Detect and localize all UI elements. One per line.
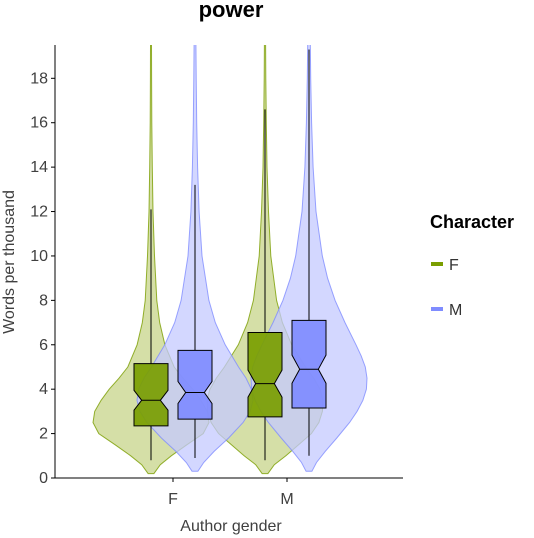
y-tick-label: 6 bbox=[39, 337, 48, 354]
box-M-M bbox=[291, 319, 327, 409]
y-tick-label: 2 bbox=[39, 426, 48, 443]
y-tick-label: 16 bbox=[30, 115, 48, 132]
x-tick-label: F bbox=[168, 491, 178, 508]
legend-label-M: M bbox=[449, 302, 462, 319]
y-tick-label: 8 bbox=[39, 292, 48, 309]
x-tick-label: M bbox=[280, 491, 293, 508]
box-F-M bbox=[177, 349, 213, 420]
y-axis-label: Words per thousand bbox=[1, 190, 18, 334]
x-axis-label: Author gender bbox=[180, 518, 282, 535]
y-tick-label: 18 bbox=[30, 70, 48, 87]
plot-area bbox=[92, 45, 368, 475]
y-tick-label: 0 bbox=[39, 470, 48, 487]
plot-marks bbox=[92, 45, 368, 475]
y-tick-label: 12 bbox=[30, 204, 48, 221]
axes: 0 2 4 6 8 10 12 14 16 18 F M bbox=[30, 45, 403, 508]
box-M-F bbox=[247, 332, 283, 418]
y-tick-label: 14 bbox=[30, 159, 48, 176]
legend-swatch-F bbox=[431, 262, 443, 266]
legend: Character F M bbox=[430, 212, 514, 319]
legend-swatch-M bbox=[431, 307, 443, 311]
legend-title: Character bbox=[430, 212, 514, 232]
y-tick-label: 4 bbox=[39, 381, 48, 398]
y-tick-label: 10 bbox=[30, 248, 48, 265]
box-F-F bbox=[133, 363, 169, 427]
chart-title: power bbox=[199, 0, 264, 22]
legend-label-F: F bbox=[449, 257, 459, 274]
